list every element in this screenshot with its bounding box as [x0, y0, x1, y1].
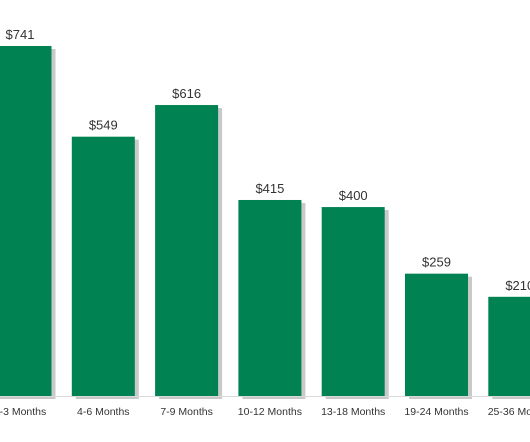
data-label: $400: [339, 188, 368, 203]
data-label: $616: [172, 86, 201, 101]
bar: [405, 273, 468, 396]
x-tick-label: 10-12 Months: [238, 406, 302, 418]
bar: [488, 296, 530, 396]
bar: [155, 105, 219, 396]
x-tick-label: 13-18 Months: [321, 406, 385, 418]
x-tick-label: 4-6 Months: [77, 406, 130, 418]
data-label: $210: [505, 278, 530, 293]
x-tick-label: 7-9 Months: [160, 406, 213, 418]
data-label: $741: [6, 27, 35, 42]
data-label: $415: [255, 181, 284, 196]
x-tick-label: 1-3 Months: [0, 406, 46, 418]
x-tick-label: 19-24 Months: [404, 406, 468, 418]
bar: [0, 46, 52, 396]
x-tick-label: 25-36 Months: [488, 406, 530, 418]
bar: [321, 207, 385, 396]
data-label: $549: [89, 118, 118, 133]
data-label: $259: [422, 255, 451, 270]
bar: [238, 199, 302, 396]
bar: [71, 136, 135, 396]
